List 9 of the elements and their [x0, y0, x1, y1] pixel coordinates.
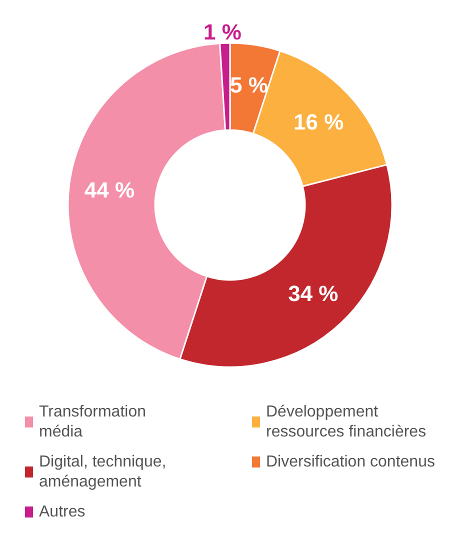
legend-label: Diversification contenus	[266, 454, 435, 470]
data-label: 34 %	[288, 281, 338, 306]
legend-label: Transformation média	[39, 404, 150, 440]
legend-label: Autres	[39, 504, 86, 520]
legend-label: Développement ressources financières	[266, 404, 426, 440]
data-label: 44 %	[84, 177, 135, 202]
legend-label: Digital, technique, aménagement	[39, 454, 171, 490]
data-label: 16 %	[293, 109, 344, 134]
data-label: 1 %	[204, 20, 242, 45]
